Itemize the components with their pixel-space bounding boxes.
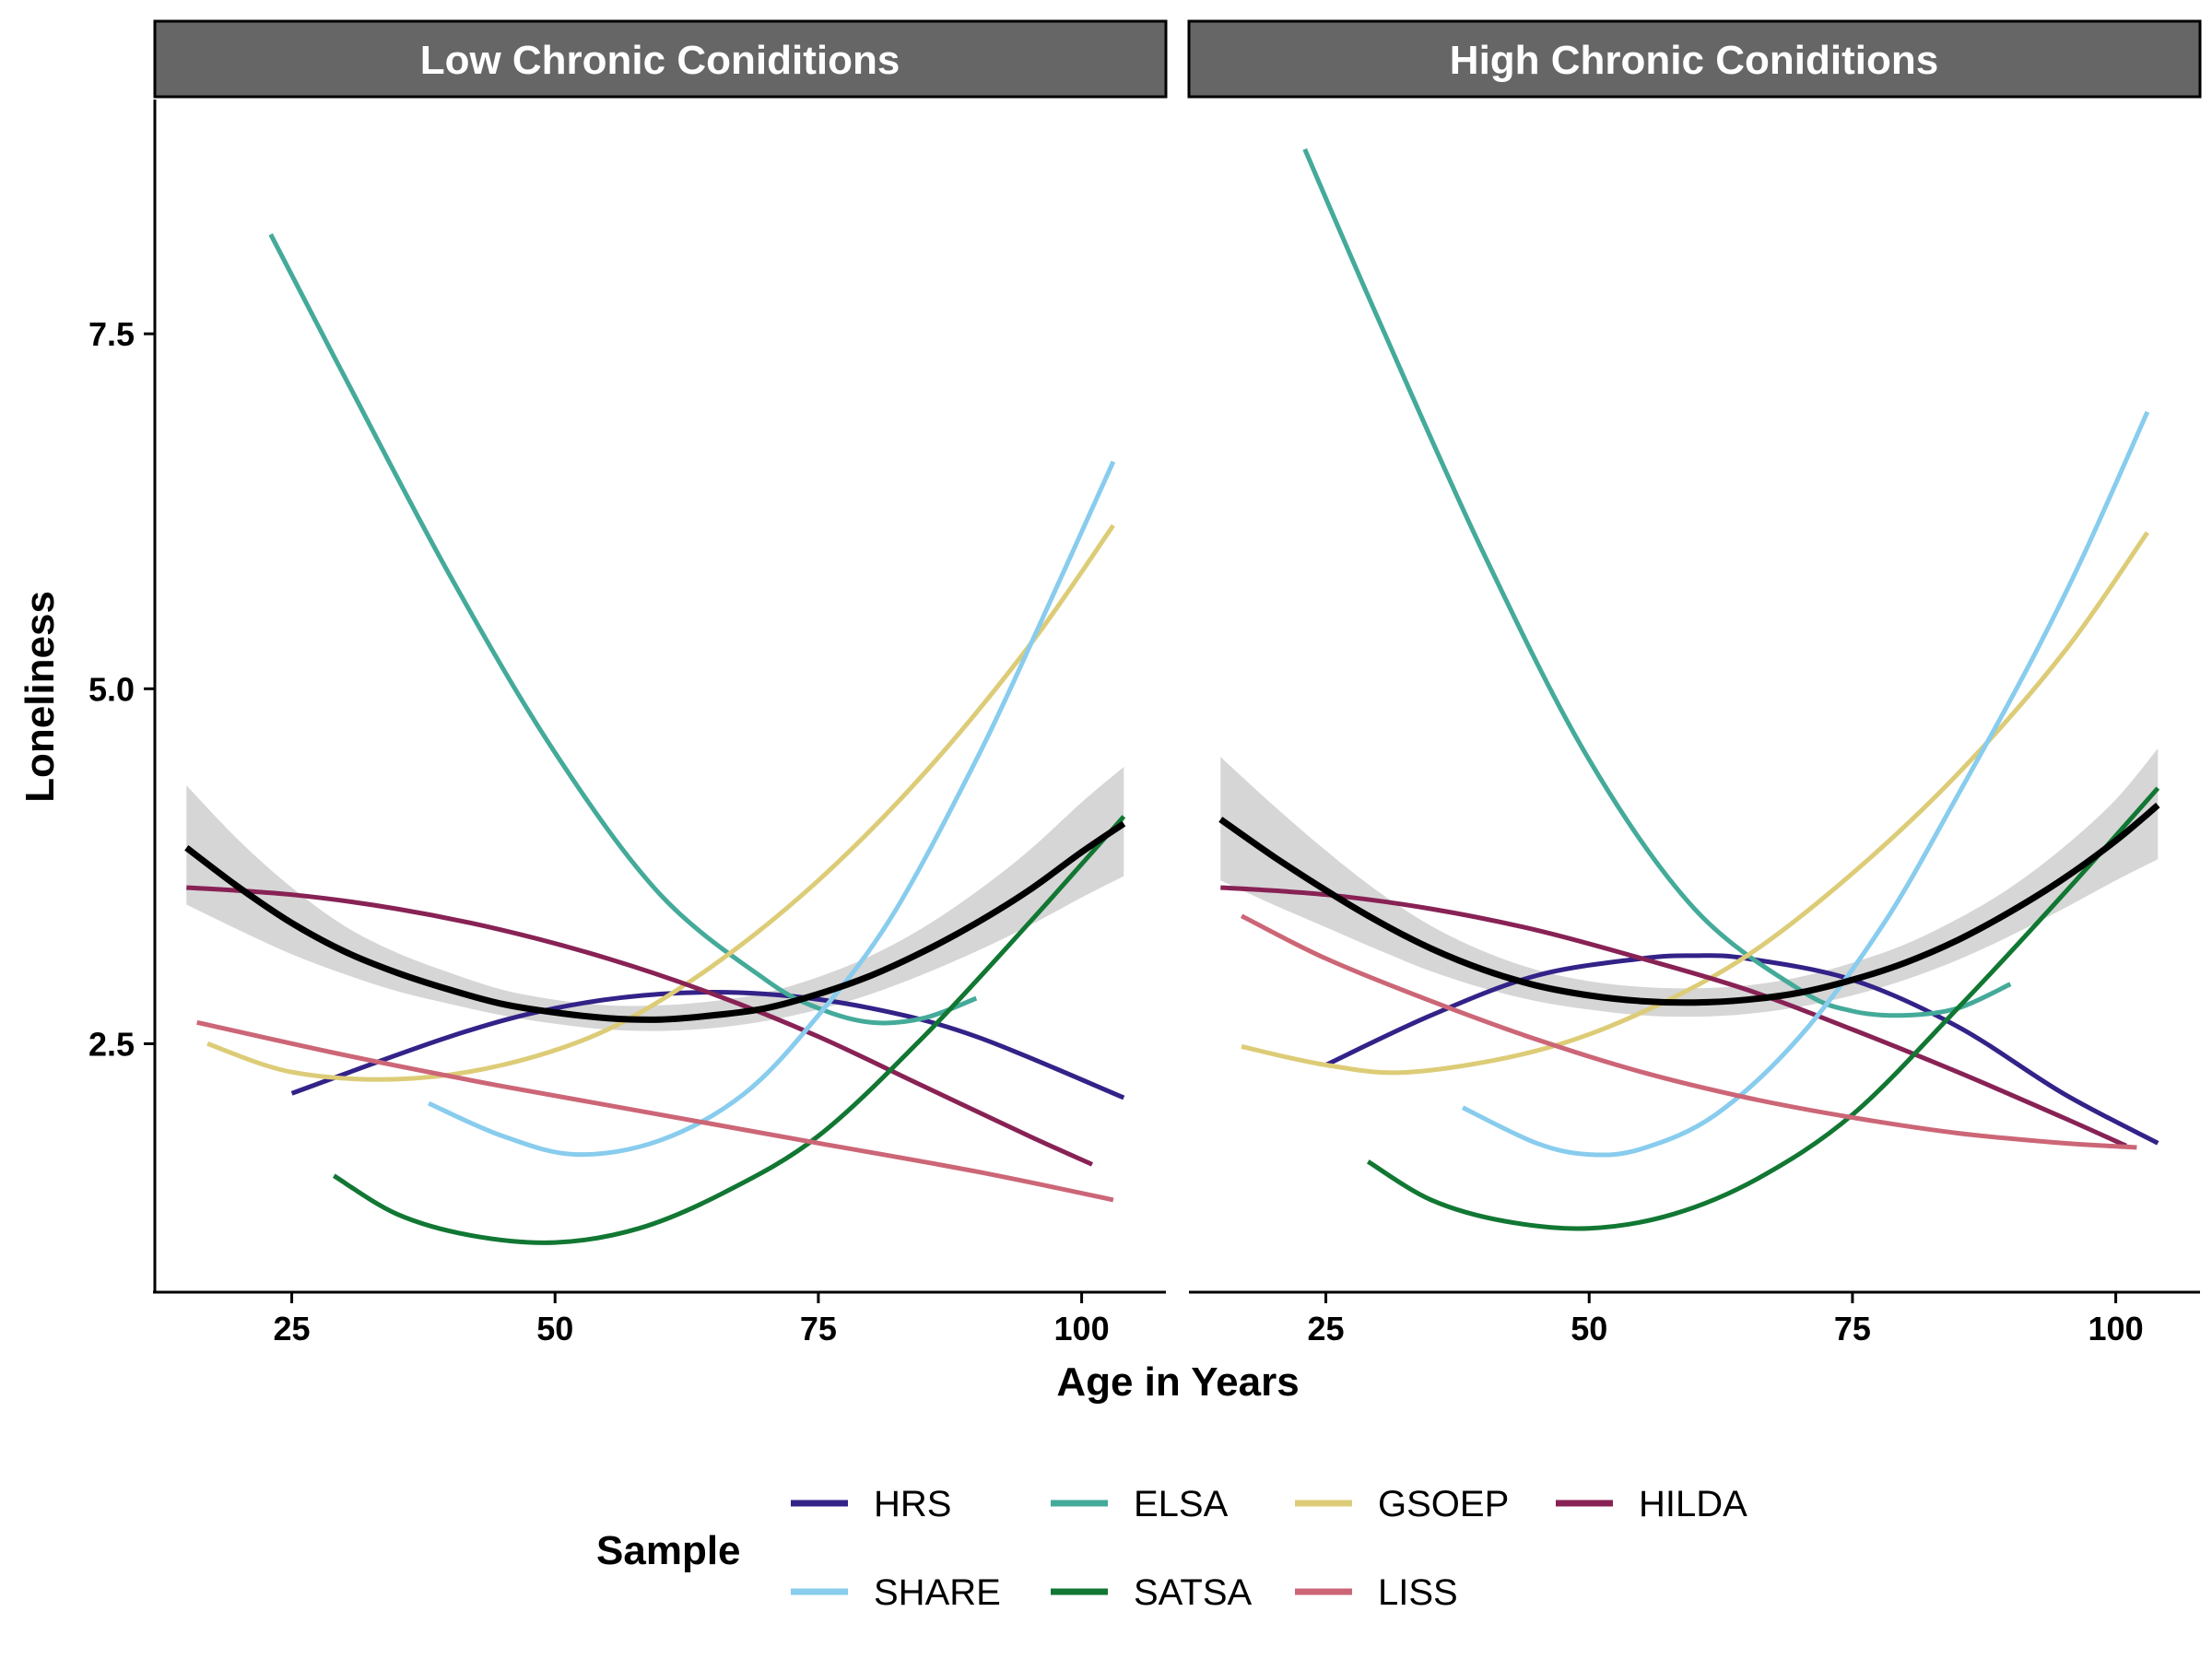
legend-label-hrs: HRS: [874, 1484, 951, 1524]
x-tick-label: 75: [800, 1310, 837, 1347]
panel-low-chronic: Low Chronic Coniditions 25 50 75 100: [153, 19, 1168, 1347]
series-line-elsa: [268, 233, 978, 1026]
overall-fit-line: [1218, 802, 2160, 1006]
panel-high-chronic: High Chronic Coniditions 25 50 75 100: [1187, 19, 2202, 1347]
legend-label-share: SHARE: [874, 1572, 1001, 1613]
y-tick-label: 5.0: [88, 670, 135, 708]
series-line-liss: [1240, 913, 2137, 1150]
legend-label-gsoep: GSOEP: [1378, 1484, 1509, 1524]
y-ticks: 2.5 5.0 7.5: [88, 315, 155, 1063]
series-line-hilda: [186, 885, 1094, 1167]
y-axis-title: Loneliness: [18, 591, 63, 803]
strip-title-high: High Chronic Coniditions: [1450, 38, 1938, 83]
panel-plot-high: [1218, 147, 2160, 1231]
series-line-share: [428, 460, 1116, 1158]
panel-plot-low: [184, 233, 1126, 1245]
strip-background-high: [1187, 19, 2202, 99]
series-line-gsoep: [1241, 531, 2149, 1076]
legend-label-liss: LISS: [1378, 1572, 1458, 1613]
x-ticks-low: 25 50 75 100: [274, 1292, 1110, 1347]
x-ticks-high: 25 50 75 100: [1308, 1292, 2144, 1347]
legend-label-elsa: ELSA: [1134, 1484, 1229, 1524]
overall-fit-line: [184, 820, 1126, 1023]
x-axis-title: Age in Years: [1056, 1359, 1299, 1405]
x-tick-label: 75: [1834, 1310, 1871, 1347]
series-line-liss: [196, 1019, 1114, 1203]
x-tick-label: 100: [2088, 1310, 2144, 1347]
series-line-satsa: [1366, 786, 2160, 1231]
x-tick-label: 100: [1054, 1310, 1110, 1347]
strip-background-low: [153, 19, 1168, 99]
legend-label-satsa: SATSA: [1134, 1572, 1253, 1613]
y-tick-label: 2.5: [88, 1025, 135, 1063]
series-line-hrs: [1324, 953, 2159, 1146]
x-tick-label: 25: [274, 1310, 311, 1347]
legend-label-hilda: HILDA: [1639, 1484, 1747, 1524]
strip-title-low: Low Chronic Coniditions: [420, 38, 900, 83]
x-tick-label: 50: [1571, 1310, 1607, 1347]
y-tick-label: 7.5: [88, 315, 135, 353]
series-line-elsa: [1302, 147, 2012, 1018]
series-line-satsa: [332, 815, 1126, 1245]
x-tick-label: 25: [1308, 1310, 1345, 1347]
legend-title: Sample: [596, 1528, 741, 1573]
series-line-hilda: [1220, 885, 2128, 1148]
series-line-gsoep: [206, 524, 1115, 1082]
legend: Sample HRS ELSA GSOEP HILDA SHARE SATSA LISS: [596, 1484, 1747, 1613]
confidence-ribbon: [1220, 748, 2159, 1018]
x-tick-label: 50: [536, 1310, 573, 1347]
